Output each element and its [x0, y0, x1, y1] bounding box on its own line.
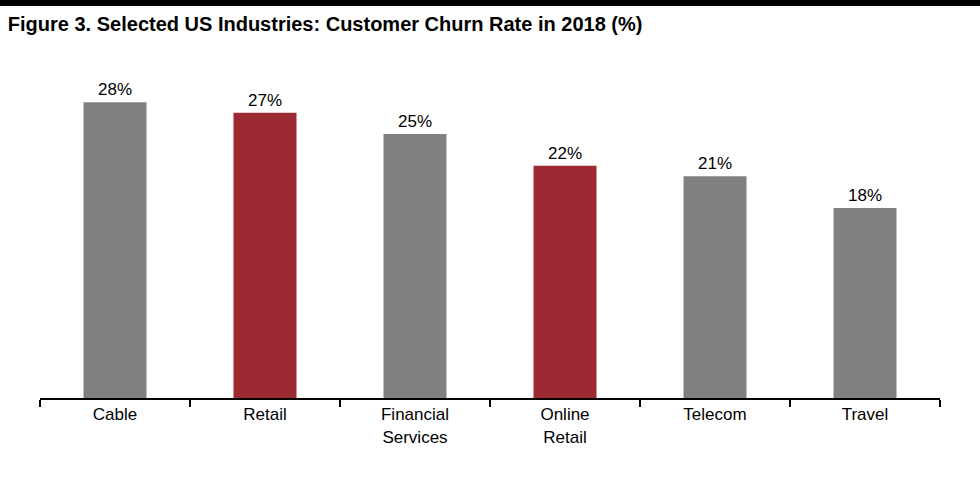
svg-text:OnlineRetail: OnlineRetail — [540, 405, 589, 446]
svg-text:Figure 3. Selected US Industri: Figure 3. Selected US Industries: Custom… — [8, 13, 643, 35]
svg-text:28%: 28% — [98, 80, 132, 99]
svg-text:Travel: Travel — [842, 405, 889, 424]
svg-text:Retail: Retail — [243, 405, 286, 424]
svg-text:25%: 25% — [398, 112, 432, 131]
svg-text:FinancialServices: FinancialServices — [381, 405, 449, 446]
svg-text:27%: 27% — [248, 91, 282, 110]
svg-text:Telecom: Telecom — [683, 405, 746, 424]
svg-text:22%: 22% — [548, 144, 582, 163]
svg-text:18%: 18% — [848, 186, 882, 205]
svg-text:Cable: Cable — [93, 405, 137, 424]
svg-text:21%: 21% — [698, 154, 732, 173]
